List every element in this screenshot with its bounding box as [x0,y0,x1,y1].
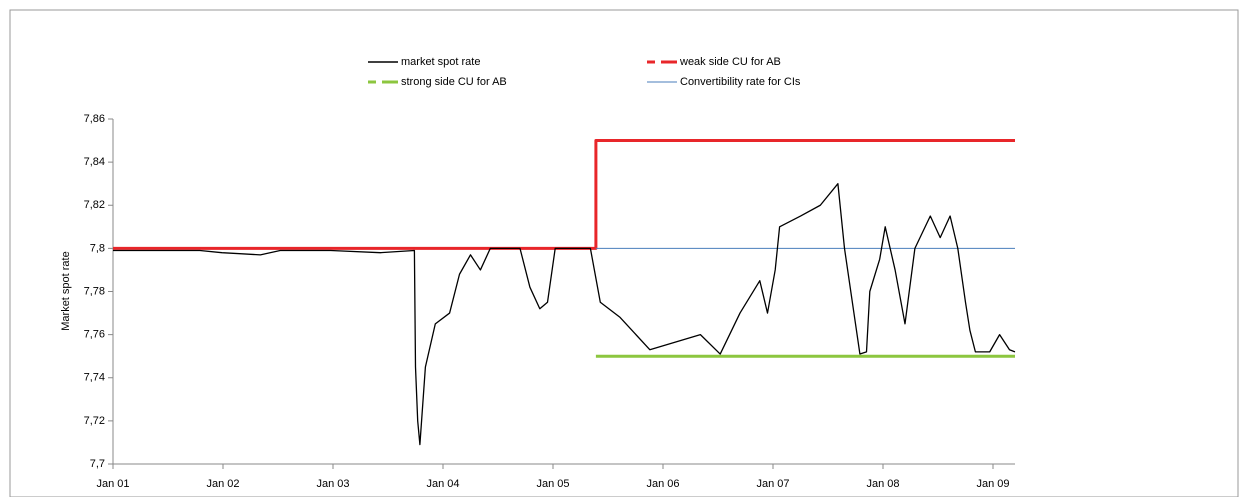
x-tick-label: Jan 09 [976,478,1009,490]
chart-frame [9,9,1239,497]
y-tick-label: 7,7 [90,458,105,470]
x-tick-label: Jan 02 [206,478,239,490]
x-tick-label: Jan 01 [96,478,129,490]
y-tick-label: 7,86 [84,113,105,125]
y-tick-label: 7,72 [84,415,105,427]
x-tick-label: Jan 04 [426,478,459,490]
legend-label: market spot rate [401,56,480,68]
x-tick-label: Jan 08 [866,478,899,490]
x-tick-label: Jan 06 [646,478,679,490]
x-tick-label: Jan 03 [316,478,349,490]
series-line [113,139,1015,250]
x-tick-label: Jan 07 [756,478,789,490]
y-tick-label: 7,78 [84,285,105,297]
y-tick-label: 7,74 [84,372,105,384]
y-axis-label: Market spot rate [60,251,72,330]
series-line [113,183,1016,446]
y-tick-label: 7,84 [84,156,105,168]
y-tick-label: 7,82 [84,199,105,211]
legend-label: Convertibility rate for CIs [680,76,801,88]
y-tick-label: 7,8 [90,242,105,254]
y-tick-label: 7,76 [84,329,105,341]
legend-label: strong side CU for AB [401,76,507,88]
x-tick-label: Jan 05 [536,478,569,490]
legend-label: weak side CU for AB [679,56,781,68]
